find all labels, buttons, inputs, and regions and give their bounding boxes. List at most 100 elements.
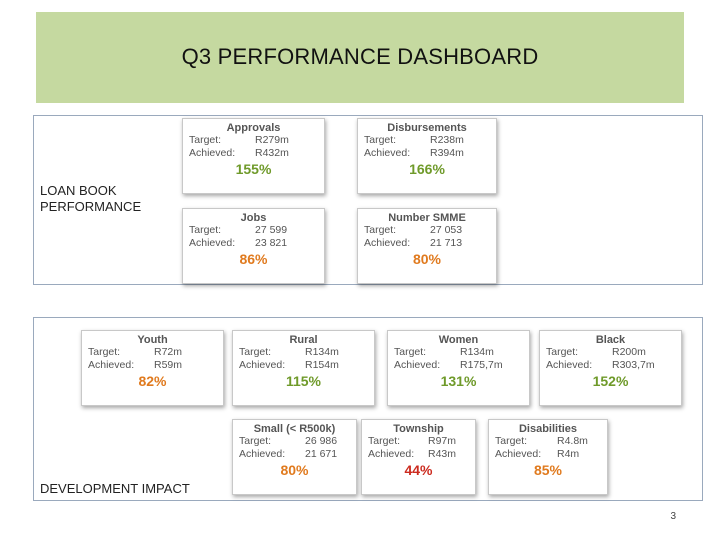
achieved-label: Achieved: (364, 147, 411, 159)
achieved-row: Achieved: R303,7m (540, 359, 681, 372)
achieved-row: Achieved: R154m (233, 359, 374, 372)
achieved-label: Achieved: (495, 448, 542, 460)
card-title: Approvals (226, 122, 281, 134)
achieved-value: R4m (557, 448, 580, 460)
percentage-value: 131% (440, 373, 477, 389)
achieved-row: Achieved: R4m (489, 448, 607, 461)
target-value: R97m (428, 435, 457, 447)
achieved-value: R432m (255, 147, 289, 159)
target-row: Target: R238m (358, 134, 496, 147)
target-row: Target: 27 599 (183, 224, 324, 237)
achieved-value: R59m (154, 359, 183, 371)
target-value: 27 599 (255, 224, 288, 236)
achieved-label: Achieved: (368, 448, 415, 460)
achieved-label: Achieved: (88, 359, 135, 371)
target-value: R72m (154, 346, 183, 358)
card-small: Small (< R500k) Target: 26 986 Achieved: 2… (232, 419, 357, 495)
percentage-value: 155% (235, 161, 272, 177)
achieved-row: Achieved: R43m (362, 448, 475, 461)
target-value: R279m (255, 134, 289, 146)
target-row: Target: 26 986 (233, 435, 356, 448)
target-label: Target: (88, 346, 121, 358)
card-title: Disabilities (518, 423, 578, 435)
achieved-value: R303,7m (612, 359, 655, 371)
target-row: Target: R4.8m (489, 435, 607, 448)
target-value: 26 986 (305, 435, 338, 447)
card-jobs: Jobs Target: 27 599 Achieved: 23 821 86% (182, 208, 325, 284)
card-title: Number SMME (388, 212, 466, 224)
card-title: Small (< R500k) (253, 423, 336, 435)
card-title: Black (595, 334, 626, 346)
achieved-row: Achieved: 21 713 (358, 237, 496, 250)
target-label: Target: (364, 224, 397, 236)
percentage-value: 44% (404, 462, 433, 478)
target-label: Target: (189, 224, 222, 236)
card-title: Women (438, 334, 479, 346)
achieved-value: R394m (430, 147, 464, 159)
achieved-value: 21 713 (430, 237, 463, 249)
target-value: R134m (305, 346, 339, 358)
card-disbursements: Disbursements Target: R238m Achieved: R394… (357, 118, 497, 194)
target-label: Target: (495, 435, 528, 447)
achieved-row: Achieved: R394m (358, 147, 496, 160)
card-title: Rural (289, 334, 318, 346)
achieved-row: Achieved: R175,7m (388, 359, 529, 372)
card-women: Women Target: R134m Achieved: R175,7m 131% (387, 330, 530, 406)
card-disabilities: Disabilities Target: R4.8m Achieved: R4m 8… (488, 419, 608, 495)
target-row: Target: R134m (233, 346, 374, 359)
target-row: Target: R279m (183, 134, 324, 147)
target-row: Target: 27 053 (358, 224, 496, 237)
card-rural: Rural Target: R134m Achieved: R154m 115% (232, 330, 375, 406)
target-row: Target: R134m (388, 346, 529, 359)
achieved-value: R154m (305, 359, 339, 371)
percentage-value: 115% (285, 373, 322, 389)
target-row: Target: R72m (82, 346, 223, 359)
card-title: Township (393, 423, 444, 435)
card-number-smme: Number SMME Target: 27 053 Achieved: 21 71… (357, 208, 497, 284)
loan-book-label: LOAN BOOK PERFORMANCE (40, 183, 180, 215)
card-township: Township Target: R97m Achieved: R43m 44% (361, 419, 476, 495)
percentage-value: 80% (280, 462, 309, 478)
page-number: 3 (670, 511, 676, 522)
achieved-label: Achieved: (546, 359, 593, 371)
title-banner: Q3 PERFORMANCE DASHBOARD (36, 12, 684, 103)
target-row: Target: R200m (540, 346, 681, 359)
achieved-value: R175,7m (460, 359, 503, 371)
target-row: Target: R97m (362, 435, 475, 448)
target-value: R238m (430, 134, 464, 146)
card-title: Disbursements (387, 122, 467, 134)
percentage-value: 152% (592, 373, 629, 389)
percentage-value: 80% (412, 251, 442, 267)
target-label: Target: (364, 134, 397, 146)
target-value: R134m (460, 346, 494, 358)
loan-book-label-line2: PERFORMANCE (40, 199, 142, 214)
card-title: Jobs (240, 212, 267, 224)
card-title: Youth (137, 334, 168, 346)
achieved-label: Achieved: (239, 448, 286, 460)
card-black: Black Target: R200m Achieved: R303,7m 152% (539, 330, 682, 406)
percentage-value: 82% (138, 373, 167, 389)
target-label: Target: (239, 346, 272, 358)
target-label: Target: (239, 435, 272, 447)
target-value: R4.8m (557, 435, 588, 447)
achieved-label: Achieved: (364, 237, 411, 249)
achieved-row: Achieved: R59m (82, 359, 223, 372)
percentage-value: 85% (533, 462, 563, 478)
development-impact-label: DEVELOPMENT IMPACT (40, 481, 190, 496)
target-label: Target: (368, 435, 401, 447)
achieved-value: 23 821 (255, 237, 288, 249)
achieved-value: 21 671 (305, 448, 338, 460)
achieved-label: Achieved: (189, 237, 236, 249)
card-approvals: Approvals Target: R279m Achieved: R432m 15… (182, 118, 325, 194)
achieved-row: Achieved: R432m (183, 147, 324, 160)
page-title: Q3 PERFORMANCE DASHBOARD (181, 43, 539, 69)
achieved-row: Achieved: 23 821 (183, 237, 324, 250)
achieved-row: Achieved: 21 671 (233, 448, 356, 461)
achieved-label: Achieved: (239, 359, 286, 371)
achieved-label: Achieved: (189, 147, 236, 159)
loan-book-section: LOAN BOOK PERFORMANCE Approvals Target: R… (33, 115, 703, 285)
target-label: Target: (189, 134, 222, 146)
achieved-value: R43m (428, 448, 457, 460)
achieved-label: Achieved: (394, 359, 441, 371)
development-impact-section: DEVELOPMENT IMPACT Youth Target: R72m Ach… (33, 317, 703, 501)
